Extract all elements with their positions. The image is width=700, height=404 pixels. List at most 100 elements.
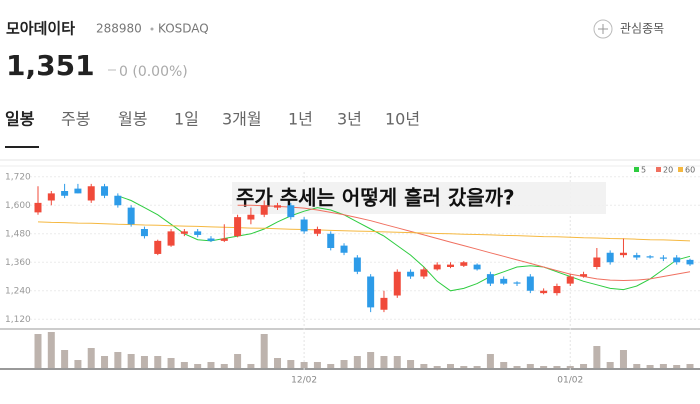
x-tick-label: 01/02 (557, 376, 583, 386)
volume-bar (433, 366, 441, 368)
volume-bar (593, 346, 601, 368)
volume-bar (460, 366, 468, 368)
y-tick-label: 1,360 (5, 258, 31, 268)
candle-body (540, 290, 548, 294)
tab[interactable]: 주봉 (61, 110, 90, 129)
candle-body (167, 231, 175, 246)
volume-bar (34, 334, 42, 368)
volume-bar (234, 354, 242, 368)
candle-body (47, 193, 55, 201)
candle-body (446, 264, 454, 267)
price: 1,351 (6, 49, 95, 82)
candle-body (646, 256, 654, 258)
candle-body (287, 205, 295, 218)
candle-body (180, 231, 188, 234)
ma-line (237, 204, 691, 282)
volume-bar (327, 364, 335, 368)
watch-icon[interactable] (593, 19, 613, 39)
candle-body (553, 286, 561, 294)
volume-bar (260, 334, 268, 368)
stock-name: 모아데이타 (6, 20, 75, 38)
volume-bar (646, 365, 654, 368)
tab[interactable]: 월봉 (118, 110, 147, 129)
volume-bar (287, 360, 295, 368)
volume-bar (619, 350, 627, 368)
plot: 1,120 1,240 1,360 1,480 1,600 1,720 12/02 01/02… (0, 165, 700, 386)
volume-bar (606, 362, 614, 368)
volume-bar (140, 356, 148, 368)
volume-bar (367, 352, 375, 368)
candle-body (260, 205, 268, 215)
candle-body (393, 271, 401, 296)
candle-body (327, 233, 335, 248)
candle-body (74, 188, 82, 194)
candle-body (61, 191, 69, 196)
candle-body (34, 202, 42, 213)
tab[interactable]: 10년 (385, 110, 420, 129)
legend-label: 5 (641, 166, 646, 175)
y-tick-label: 1,720 (5, 172, 31, 182)
candle-body (566, 276, 574, 284)
change: 0 (0.00%) (119, 64, 188, 80)
candle-body (114, 195, 122, 206)
candle-body (353, 257, 361, 272)
annotation: 주가 추세는 어떻게 흘러 갔을까? (236, 186, 515, 210)
legend-label: 20 (663, 166, 673, 175)
candle-body (659, 257, 667, 259)
candle-body (433, 264, 441, 270)
candle-body (580, 274, 588, 277)
candle-body (247, 214, 255, 220)
volume-bar (353, 356, 361, 368)
volume-bar (47, 332, 55, 368)
candle-body (593, 257, 601, 267)
candle-body (234, 217, 242, 237)
candle-body (367, 276, 375, 308)
tab[interactable]: 3년 (337, 110, 362, 129)
candle-body (127, 207, 135, 225)
volume-bar (526, 364, 534, 368)
candle-body (274, 205, 282, 208)
volume-bar (380, 356, 388, 368)
tab[interactable]: 일봉 (5, 110, 35, 129)
candle-body (407, 271, 415, 277)
tab[interactable]: 3개월 (222, 110, 262, 129)
volume-bar (540, 366, 548, 368)
candle-body (220, 238, 228, 241)
y-tick-label: 1,600 (5, 201, 31, 211)
volume-bar (127, 354, 135, 368)
candle-body (300, 219, 308, 232)
annotation-bg (232, 182, 606, 214)
candle-body (633, 255, 641, 258)
candle-body (380, 297, 388, 310)
volume-bar (500, 362, 508, 368)
stock-code: 288980 (96, 22, 142, 36)
volume-bar (407, 360, 415, 368)
volume-bar (659, 364, 667, 368)
candle-body (513, 282, 521, 284)
volume-bar (61, 350, 69, 368)
y-tick-label: 1,480 (5, 229, 31, 239)
watch-button[interactable]: 관심종목 (620, 22, 664, 36)
legend-label: 60 (685, 166, 695, 175)
volume-bar (566, 366, 574, 368)
candle-body (313, 229, 321, 234)
candle-body (500, 278, 508, 284)
candle-body (420, 269, 428, 277)
candle-body (154, 240, 162, 254)
candle-body (686, 259, 694, 265)
y-tick-label: 1,120 (5, 315, 31, 325)
candle-body (140, 229, 148, 237)
volume-bar (673, 365, 681, 368)
tab[interactable]: 1일 (174, 110, 199, 129)
candle-body (473, 264, 481, 270)
volume-bar (194, 364, 202, 368)
legend-swatch (656, 167, 661, 172)
volume-bar (154, 356, 162, 368)
candle-body (526, 276, 534, 291)
volume-bar (207, 362, 215, 368)
plus (598, 24, 608, 34)
tab[interactable]: 1년 (288, 110, 313, 129)
volume-bar (167, 358, 175, 368)
